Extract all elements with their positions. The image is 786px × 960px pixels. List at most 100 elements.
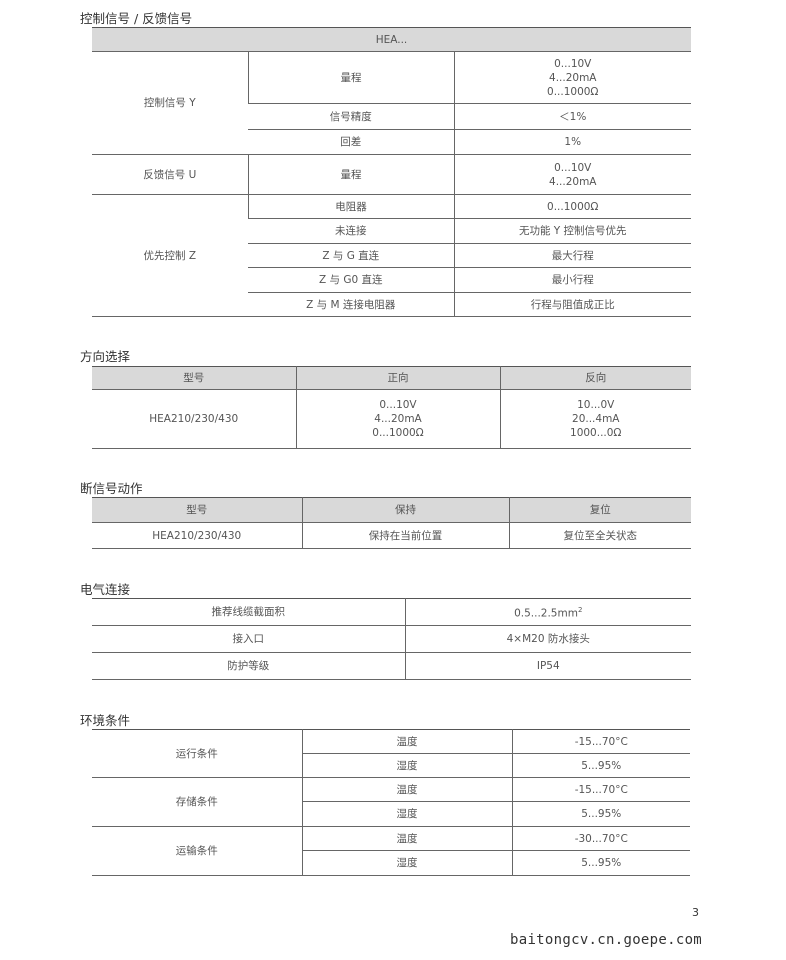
table-row: 控制信号 Y 量程 0...10V 4...20mA 0...1000Ω — [92, 51, 691, 109]
group-label: 优先控制 Z — [143, 249, 197, 262]
table-row: Z 与 M 连接电阻器 行程与阻值成正比 — [92, 292, 691, 317]
param-cell: Z 与 G0 直连 — [318, 274, 383, 286]
value-line: 0...1000Ω — [372, 427, 424, 439]
direction-table: 型号 正向 反向 HEA210/230/430 0...10V 4...20mA 0… — [92, 366, 691, 449]
column-header: 型号 — [186, 504, 208, 516]
table-row: HEA210/230/430 0...10V 4...20mA 0...1000Ω … — [92, 389, 691, 449]
value-cell: 行程与阻值成正比 — [453, 292, 691, 317]
table-row: 回差 1% — [92, 129, 691, 155]
value-cell: 5...95% — [511, 801, 690, 827]
control-signal-table: HEA... 控制信号 Y 量程 0...10V 4...20mA 0...1000… — [92, 27, 691, 317]
table-row: 运输条件 温度 -30...70°C — [92, 826, 690, 857]
group-label: 反馈信号 U — [143, 168, 197, 181]
value-line: 10...0V — [577, 399, 615, 411]
value-cell: -15...70°C — [511, 729, 690, 754]
page-number: 3 — [692, 906, 699, 919]
value-cell: 5...95% — [511, 850, 690, 876]
value-text: 0.5...2.5mm — [514, 607, 578, 620]
section-title-environment: 环境条件 — [80, 713, 131, 728]
value-cell: 4×M20 防水接头 — [404, 625, 691, 653]
watermark: baitongcv.cn.goepe.com — [510, 932, 703, 948]
value-line: 0...10V — [379, 399, 417, 411]
table-row: 运行条件 温度 -15...70°C — [92, 729, 690, 760]
label-cell: 防护等级 — [227, 660, 270, 672]
param-cell: 湿度 — [301, 801, 512, 827]
forward-cell: 0...10V 4...20mA 0...1000Ω — [295, 389, 500, 449]
value-cell: -15...70°C — [511, 777, 690, 802]
value-cell: 0...10V 4...20mA 0...1000Ω — [453, 51, 691, 104]
column-header: 反向 — [499, 366, 691, 390]
param-cell: 温度 — [301, 729, 512, 754]
param-cell: 回差 — [340, 136, 362, 148]
table-row: Z 与 G 直连 最大行程 — [92, 243, 691, 268]
param-cell: 温度 — [301, 777, 512, 802]
table-row: 存储条件 温度 -15...70°C — [92, 777, 690, 808]
param-cell: Z 与 G 直连 — [322, 249, 380, 262]
label-cell: 接入口 — [232, 633, 265, 645]
table-header: HEA... — [375, 33, 408, 46]
hold-cell: 保持在当前位置 — [301, 522, 509, 549]
table-row: HEA210/230/430 保持在当前位置 复位至全关状态 — [92, 522, 691, 549]
section-title-control: 控制信号 / 反馈信号 — [80, 11, 193, 26]
electrical-table: 推荐线缆截面积 0.5...2.5mm2 接入口 4×M20 防水接头 防护等级… — [92, 598, 691, 680]
value-line: 4...20mA — [374, 413, 422, 425]
section-title-signal-loss: 断信号动作 — [80, 481, 143, 496]
value-line: 20...4mA — [572, 413, 620, 425]
model-cell: HEA210/230/430 — [152, 529, 242, 542]
table-row: 防护等级 IP54 — [92, 652, 691, 680]
column-header: 型号 — [183, 372, 205, 384]
value-line: 0...1000Ω — [547, 85, 599, 98]
value-cell: 最大行程 — [453, 243, 691, 268]
value-line: 0...10V — [554, 57, 592, 70]
param-cell: 信号精度 — [329, 110, 372, 123]
environment-table: 运行条件 温度 -15...70°C 湿度 5...95% 存储条件 温度 -1… — [92, 729, 690, 876]
group-label: 运行条件 — [175, 747, 218, 760]
param-cell: 温度 — [301, 826, 512, 851]
column-header: 保持 — [301, 497, 509, 523]
value-cell: ＜1% — [453, 103, 691, 130]
param-cell: Z 与 M 连接电阻器 — [306, 298, 396, 311]
table-row: Z 与 G0 直连 最小行程 — [92, 267, 691, 293]
value-cell: 最小行程 — [453, 267, 691, 293]
table-row: 湿度 5...95% — [92, 753, 690, 778]
param-cell: 量程 — [247, 154, 454, 195]
value-cell: 0.5...2.5mm2 — [404, 598, 691, 626]
section-title-electrical: 电气连接 — [80, 582, 131, 597]
value-cell: 0...1000Ω — [453, 194, 691, 219]
param-cell: 湿度 — [301, 850, 512, 876]
label-cell: 推荐线缆截面积 — [211, 606, 286, 618]
superscript: 2 — [577, 606, 583, 615]
column-header: 复位 — [508, 497, 691, 523]
value-cell: 1% — [453, 129, 691, 155]
group-label: 运输条件 — [175, 845, 218, 857]
table-row: 优先控制 Z 电阻器 0...1000Ω — [92, 194, 691, 262]
table-row: 推荐线缆截面积 0.5...2.5mm2 — [92, 598, 691, 626]
value-cell: 无功能 Y 控制信号优先 — [453, 218, 691, 244]
section-title-direction: 方向选择 — [80, 349, 131, 364]
model-cell: HEA210/230/430 — [149, 413, 239, 425]
table-row: 湿度 5...95% — [92, 801, 690, 827]
value-line: 0...10V — [554, 161, 592, 174]
value-line: 4...20mA — [549, 175, 597, 188]
param-cell: 量程 — [247, 51, 454, 104]
value-cell: IP54 — [404, 652, 691, 680]
table-row: 信号精度 ＜1% — [92, 103, 691, 130]
table-row: 湿度 5...95% — [92, 850, 690, 876]
param-cell: 湿度 — [301, 753, 512, 778]
value-cell: 5...95% — [511, 753, 690, 778]
value-line: 1000...0Ω — [570, 427, 622, 439]
signal-loss-table: 型号 保持 复位 HEA210/230/430 保持在当前位置 复位至全关状态 — [92, 497, 691, 549]
param-cell: 未连接 — [335, 225, 367, 237]
value-line: 4...20mA — [549, 71, 597, 84]
reverse-cell: 10...0V 20...4mA 1000...0Ω — [499, 389, 691, 449]
value-cell: 0...10V 4...20mA — [453, 154, 691, 195]
group-label: 存储条件 — [175, 796, 218, 808]
reset-cell: 复位至全关状态 — [508, 522, 691, 549]
table-row: 接入口 4×M20 防水接头 — [92, 625, 691, 653]
group-label: 控制信号 Y — [143, 97, 196, 109]
table-row: 反馈信号 U 量程 0...10V 4...20mA — [92, 154, 691, 195]
value-cell: -30...70°C — [511, 826, 690, 851]
param-cell: 电阻器 — [247, 194, 454, 219]
table-row: 未连接 无功能 Y 控制信号优先 — [92, 218, 691, 244]
column-header: 正向 — [295, 366, 500, 390]
